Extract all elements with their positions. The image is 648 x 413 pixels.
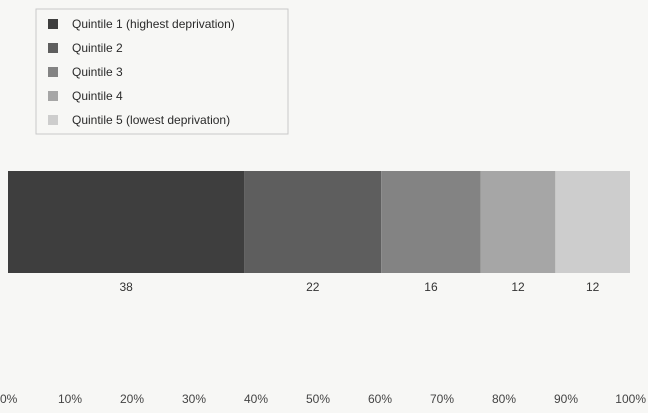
x-tick-label: 70% <box>430 392 454 406</box>
x-axis-ticks: 0% 10% 20% 30% 40% 50% 60% 70% 80% 90% 100% <box>0 392 646 406</box>
legend-swatch <box>48 91 58 101</box>
x-tick-label: 50% <box>306 392 330 406</box>
x-tick-label: 0% <box>0 392 18 406</box>
x-tick-label: 90% <box>554 392 578 406</box>
data-label: 38 <box>120 280 134 294</box>
legend-label: Quintile 1 (highest deprivation) <box>72 17 235 31</box>
bar-segment <box>244 171 382 273</box>
legend-label: Quintile 4 <box>72 89 123 103</box>
legend-swatch <box>48 19 58 29</box>
legend-label: Quintile 3 <box>72 65 123 79</box>
x-tick-label: 100% <box>615 392 646 406</box>
legend-swatch <box>48 43 58 53</box>
bar-segment <box>8 171 245 273</box>
bar-segment <box>381 171 481 273</box>
bar-area <box>8 171 630 273</box>
bar-segment <box>480 171 556 273</box>
legend-label: Quintile 2 <box>72 41 123 55</box>
x-tick-label: 60% <box>368 392 392 406</box>
legend-swatch <box>48 67 58 77</box>
data-label: 16 <box>424 280 438 294</box>
x-tick-label: 80% <box>492 392 516 406</box>
x-tick-label: 30% <box>182 392 206 406</box>
bar-segment <box>555 171 630 273</box>
x-tick-label: 20% <box>120 392 144 406</box>
legend-label: Quintile 5 (lowest deprivation) <box>72 113 230 127</box>
x-tick-label: 40% <box>244 392 268 406</box>
data-labels: 38 22 16 12 12 <box>120 280 600 294</box>
data-label: 12 <box>511 280 525 294</box>
data-label: 12 <box>586 280 600 294</box>
legend-swatch <box>48 115 58 125</box>
data-label: 22 <box>306 280 320 294</box>
x-tick-label: 10% <box>58 392 82 406</box>
legend-frame <box>35 8 289 135</box>
legend: Quintile 1 (highest deprivation) Quintile… <box>35 8 289 135</box>
